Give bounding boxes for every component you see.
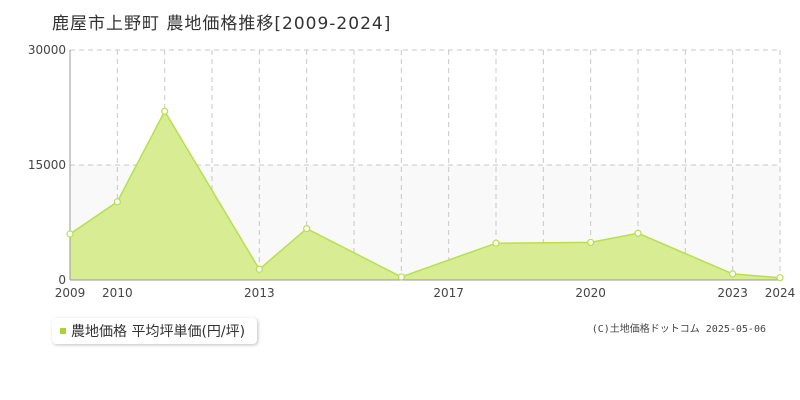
data-point: [776, 274, 784, 282]
x-tick-label: 2013: [244, 286, 275, 300]
data-point: [729, 270, 737, 278]
data-point: [587, 238, 595, 247]
y-tick-label: 0: [58, 273, 66, 287]
x-tick-label: 2017: [433, 286, 464, 300]
series-area: [70, 111, 780, 280]
y-tick-label: 15000: [28, 158, 66, 172]
copyright-text: (C)土地価格ドットコム 2025-05-06: [591, 324, 766, 335]
x-tick-label: 2010: [102, 286, 133, 300]
data-point: [397, 273, 405, 281]
data-point: [66, 230, 74, 238]
data-point: [113, 198, 121, 206]
data-point: [161, 107, 169, 115]
data-point: [303, 225, 311, 233]
x-tick-label: 2024: [765, 286, 796, 300]
data-point: [492, 239, 500, 247]
chart-title: 鹿屋市上野町 農地価格推移[2009-2024]: [52, 14, 392, 34]
data-point: [255, 265, 263, 273]
legend-label: 農地価格 平均坪単価(円/坪): [71, 324, 246, 340]
data-point: [634, 229, 642, 237]
x-tick-label: 2020: [575, 286, 606, 300]
chart-legend: 農地価格 平均坪単価(円/坪): [52, 318, 258, 344]
legend-swatch: [60, 328, 66, 334]
x-tick-label: 2009: [55, 286, 86, 300]
x-tick-label: 2023: [717, 286, 748, 300]
y-tick-label: 30000: [28, 43, 66, 57]
